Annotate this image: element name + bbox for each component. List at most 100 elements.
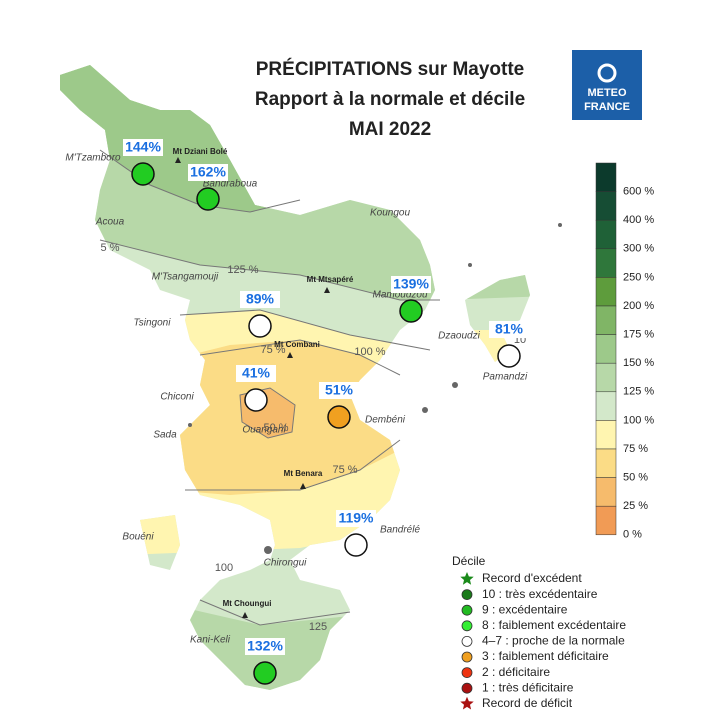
station-marker [399,299,423,323]
place-label: Koungou [370,208,410,219]
station-label-bg [245,638,285,655]
place-label: Kani-Keli [190,635,231,646]
mountain-label: Mt Mtsapéré [307,275,354,284]
colorbar-box [595,248,617,278]
colorbar-label: 150 % [623,357,654,369]
colorbar-label: 0 % [623,529,642,541]
mountain-label: Mt Benara [284,469,323,478]
legend-label: 2 : déficitaire [482,665,550,679]
legend-marker [461,682,473,694]
colorbar-box [595,391,617,421]
logo [572,50,642,120]
legend-marker [461,636,473,647]
mountain-icon [287,352,293,358]
colorbar-box [595,191,617,221]
station-marker [344,533,368,557]
legend-label: Record d'excédent [482,571,582,585]
logo-icon [597,63,617,83]
station-marker [248,314,272,338]
station-label: 139% [393,276,429,292]
station-marker [131,162,155,186]
colorbar-box [595,505,617,536]
contour-label: 100 % [354,346,385,358]
place-label: Mamoudzou [372,290,427,301]
legend-label: Record de déficit [482,696,573,710]
logo-text: FRANCE [584,101,630,113]
legend-marker [461,667,473,678]
station-marker [497,344,521,368]
station-marker [196,187,220,211]
legend-marker [461,651,473,663]
station-label: 81% [495,321,524,337]
colorbar-label: 100 % [623,414,654,426]
legend-label: 10 : très excédentaire [482,587,598,601]
place-label: Sada [153,430,177,441]
colorbar-label: 175 % [623,329,654,341]
contour-label: 75 % [332,464,357,476]
contour-label: 125 [309,621,327,633]
islets [188,223,562,554]
station-label-bg [319,382,359,399]
station-label: 89% [246,291,275,307]
colorbar-label: 200 % [623,300,654,312]
contour-label: 75 % [260,344,285,356]
colorbar-label: 50 % [623,472,648,484]
colorbar-box [595,277,617,307]
legend-label: 1 : très déficitaire [482,680,574,694]
station-label: 132% [247,638,283,654]
station-marker [327,405,351,429]
place-label: Acoua [95,217,125,228]
colorbar-box [595,477,617,507]
mountain-icon [242,612,248,618]
legend-marker [460,696,474,710]
station-label-bg [236,365,276,382]
place-label: Pamandzi [483,372,528,383]
title-line: Rapport à la normale et décile [255,89,525,110]
logo-text: METEO [587,87,627,99]
station-label: 119% [338,510,374,526]
station-marker [253,661,277,685]
legend-label: 4–7 : proche de la normale [482,634,625,648]
colorbar-label: 250 % [623,271,654,283]
station-marker [244,388,268,412]
colorbar-label: 300 % [623,243,654,255]
mountain-icon [324,287,330,293]
colorbar-box [595,420,617,450]
station-label-bg [240,291,280,308]
station-label-bg [336,510,376,527]
legend-title: Décile [452,554,486,568]
place-label: Dembéni [365,415,406,426]
contour-label: 125 % [227,264,258,276]
title-line: PRÉCIPITATIONS sur Mayotte [256,58,525,80]
mountain-label: Mt Dziani Bolé [173,147,228,156]
colorbar-box [595,219,617,250]
contour-label: 50 % [263,422,288,434]
place-label: M'Tsangamouji [152,272,219,283]
place-label: Bandrélé [380,525,420,536]
mountain-label: Mt Choungui [223,599,272,608]
place-label: Ouangani [242,425,286,436]
mountain-icon [175,157,181,163]
colorbar-box [595,448,617,478]
legend-marker [461,589,473,600]
colorbar-box [595,362,617,393]
place-label: M'Tzamboro [65,153,121,164]
colorbar-box [595,334,617,364]
place-label: Bandraboua [203,179,258,190]
title-line: MAI 2022 [349,119,431,140]
legend-label: 3 : faiblement déficitaire [482,649,609,663]
colorbar-label: 600 % [623,186,654,198]
place-label: Dzaoudzi [438,331,480,342]
place-label: Tsingoni [134,318,172,329]
place-label: Chiconi [160,392,194,403]
station-label-bg [123,139,163,156]
station-label-bg [391,276,431,293]
station-label: 162% [190,164,226,180]
colorbar-box [595,305,617,335]
legend-label: 8 : faiblement excédentaire [482,618,626,632]
place-label: Bouéni [122,532,154,543]
station-label: 144% [125,139,161,155]
station-label: 51% [325,382,354,398]
mountain-icon [300,483,306,489]
